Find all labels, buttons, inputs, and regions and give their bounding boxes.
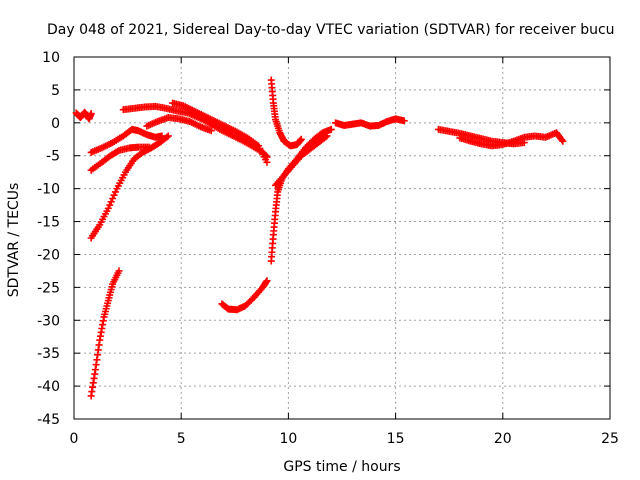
- data-point: [87, 110, 95, 118]
- data-point: [107, 198, 115, 206]
- series-arc-10: [267, 76, 305, 150]
- x-tick-label: 15: [387, 431, 405, 447]
- series-arc-12: [272, 132, 331, 189]
- series-arc-15: [456, 129, 567, 150]
- data-point: [109, 195, 117, 203]
- data-point: [111, 188, 119, 196]
- data-point: [558, 136, 566, 144]
- y-tick-label: -45: [37, 412, 60, 428]
- data-point: [327, 125, 335, 133]
- y-tick-label: -25: [37, 280, 60, 296]
- data-point: [207, 127, 215, 135]
- x-tick-label: 25: [601, 431, 619, 447]
- data-point: [263, 158, 271, 166]
- y-tick-label: -35: [37, 346, 60, 362]
- y-tick-label: -40: [37, 379, 60, 395]
- data-point: [322, 133, 330, 141]
- x-tick-label: 5: [177, 431, 186, 447]
- data-point: [297, 135, 305, 143]
- y-tick-label: -20: [37, 247, 60, 263]
- y-tick-label: -30: [37, 313, 60, 329]
- series-arc-8: [143, 114, 215, 135]
- chart-title: Day 048 of 2021, Sidereal Day-to-day VTE…: [47, 22, 615, 38]
- series-arc-4: [87, 143, 153, 174]
- y-tick-label: -5: [46, 149, 60, 165]
- data-point: [110, 191, 118, 199]
- axis-ticks: 0 5 10 15 20 25 -45 -40 -35 -30 -25 -20 -15 -10 -5 0 5 10: [37, 50, 619, 447]
- series-arc-13: [332, 115, 408, 130]
- y-tick-label: 10: [42, 50, 60, 66]
- data-marks: [72, 76, 567, 400]
- x-axis-title: GPS time / hours: [283, 459, 400, 475]
- series-arc-5: [87, 125, 166, 156]
- y-tick-label: 0: [51, 116, 60, 132]
- data-point: [145, 143, 153, 151]
- series-arc-2: [87, 267, 123, 400]
- data-point: [106, 201, 114, 209]
- data-point: [263, 277, 271, 285]
- data-point: [114, 147, 122, 155]
- y-tick-label: 5: [51, 83, 60, 99]
- x-tick-label: 20: [494, 431, 512, 447]
- data-point: [323, 132, 331, 140]
- data-point: [400, 117, 408, 125]
- series-arc-3: [87, 132, 172, 242]
- x-tick-label: 0: [70, 431, 79, 447]
- series-arc-7: [169, 99, 271, 166]
- data-point: [104, 204, 112, 212]
- y-tick-label: -15: [37, 215, 60, 231]
- plot-frame: [73, 56, 611, 420]
- y-axis-title: SDTVAR / TECUs: [6, 183, 22, 298]
- data-point: [115, 267, 123, 275]
- data-point: [164, 132, 172, 140]
- series-arc-1: [72, 108, 95, 123]
- y-tick-label: -10: [37, 182, 60, 198]
- x-tick-label: 10: [279, 431, 297, 447]
- data-point: [163, 133, 171, 141]
- data-point: [559, 137, 567, 145]
- data-point: [158, 132, 166, 140]
- series-arc-9: [218, 277, 271, 314]
